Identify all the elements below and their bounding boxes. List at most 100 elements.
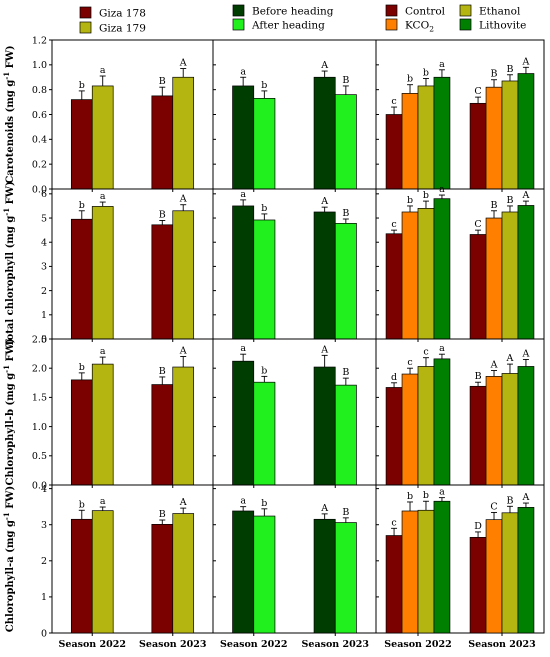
bar-giza-178 xyxy=(70,99,93,190)
category-label: Season 2022 xyxy=(384,639,451,650)
legend-item-kco: KCO2 xyxy=(385,18,434,34)
significance-letter: a xyxy=(100,65,106,76)
significance-letter: D xyxy=(474,521,482,532)
y-tick-label: 0.2 xyxy=(32,159,47,170)
bar-lithovite xyxy=(517,205,535,340)
bar-control xyxy=(385,233,403,340)
significance-letter: C xyxy=(490,501,497,512)
y-tick-label: 1.2 xyxy=(32,35,47,46)
bar-giza-179 xyxy=(91,363,114,486)
legend-item-giza-179: Giza 179 xyxy=(79,21,146,35)
significance-letter: B xyxy=(506,64,513,75)
y-tick-label: 2.0 xyxy=(32,364,47,375)
bar-giza-178 xyxy=(151,523,174,634)
panel-r1-c1: a b A B xyxy=(212,188,377,342)
significance-letter: A xyxy=(179,194,187,205)
category-label: Season 2023 xyxy=(302,639,369,650)
significance-letter: b xyxy=(407,195,413,206)
significance-letter: a xyxy=(240,496,246,507)
bar-giza-178 xyxy=(151,224,174,340)
y-axis-label: Total chlorophyll (mg g-1 FW) xyxy=(2,181,16,346)
legend-swatch xyxy=(232,4,245,17)
legend-label: Giza 178 xyxy=(99,8,146,20)
bar-control xyxy=(385,387,403,486)
significance-letter: C xyxy=(474,219,481,230)
bar-before-heading xyxy=(232,85,255,190)
panel-r0-c0: b a B A 0.0 0.2 0.4 0.6 0.8 1.0 1.2 xyxy=(32,35,214,195)
y-tick-label: 1 xyxy=(41,310,47,321)
bar-before-heading xyxy=(313,76,336,190)
significance-letter: A xyxy=(320,503,328,514)
y-tick-label: 0 xyxy=(41,628,47,639)
legend-swatch xyxy=(79,6,92,19)
legend-item-after-heading: After heading xyxy=(232,18,325,32)
bar-ethanol xyxy=(417,208,435,340)
significance-letter: a xyxy=(439,184,445,195)
y-axis-label: Chlorophyll-a (mg g-1 FW) xyxy=(2,486,16,633)
legend-swatch xyxy=(385,4,398,17)
bar-after-heading xyxy=(253,515,276,634)
bar-giza-179 xyxy=(172,210,195,340)
significance-letter: a xyxy=(100,346,106,357)
significance-letter: b xyxy=(79,200,85,211)
bar-giza-179 xyxy=(91,510,114,634)
significance-letter: b xyxy=(423,67,429,78)
bar-after-heading xyxy=(253,98,276,190)
panel-r2-c1: a b A B xyxy=(212,338,377,488)
bar-after-heading xyxy=(334,522,357,634)
legend-swatch xyxy=(459,18,472,31)
bar-ethanol xyxy=(417,366,435,486)
significance-letter: A xyxy=(320,344,328,355)
bar-ethanol xyxy=(501,373,519,486)
bar-before-heading xyxy=(313,211,336,340)
bar-lithovite xyxy=(433,358,451,486)
significance-letter: A xyxy=(179,58,187,69)
y-tick-label: 2.5 xyxy=(32,334,47,345)
significance-letter: B xyxy=(491,69,498,80)
bar-ethanol xyxy=(417,85,435,190)
bar-giza-178 xyxy=(151,95,174,190)
legend-label: Lithovite xyxy=(479,20,526,32)
panel-r1-c0: b a B A 0 1 2 3 4 5 6 xyxy=(41,188,214,345)
significance-letter: d xyxy=(391,372,397,383)
legend-label: Control xyxy=(405,6,446,18)
significance-letter: B xyxy=(342,75,349,86)
significance-letter: b xyxy=(261,498,267,509)
y-tick-label: 4 xyxy=(41,238,47,249)
legend-label: Before heading xyxy=(252,6,334,18)
bar-kco2 xyxy=(485,519,503,634)
significance-letter: a xyxy=(439,59,445,70)
bar-lithovite xyxy=(517,366,535,486)
y-tick-label: 0 xyxy=(41,334,47,345)
bar-kco2 xyxy=(401,510,419,634)
legend-swatch xyxy=(232,18,245,31)
panel-r2-c0: b a B A 0.0 0.5 1.0 1.5 2.0 2.5 xyxy=(32,334,214,491)
significance-letter: a xyxy=(439,487,445,498)
significance-letter: c xyxy=(391,517,396,528)
bar-control xyxy=(469,234,487,340)
legend-label: Ethanol xyxy=(479,6,521,18)
bar-kco2 xyxy=(401,373,419,486)
category-label: Season 2022 xyxy=(220,639,287,650)
significance-letter: A xyxy=(320,196,328,207)
significance-letter: A xyxy=(179,346,187,357)
significance-letter: b xyxy=(407,74,413,85)
y-tick-label: 3 xyxy=(41,262,47,273)
significance-letter: A xyxy=(490,360,498,371)
significance-letter: a xyxy=(240,343,246,354)
significance-letter: b xyxy=(79,499,85,510)
bar-giza-179 xyxy=(91,206,114,340)
y-axis-label: Chlorophyll-b (mg g-1 FW) xyxy=(2,338,16,485)
y-tick-label: 0.5 xyxy=(32,451,47,462)
bar-giza-178 xyxy=(70,218,93,340)
significance-letter: B xyxy=(491,200,498,211)
bar-giza-178 xyxy=(70,518,93,634)
significance-letter: b xyxy=(407,491,413,502)
y-tick-label: 1.0 xyxy=(32,422,47,433)
significance-letter: B xyxy=(475,371,482,382)
significance-letter: a xyxy=(100,496,106,507)
significance-letter: a xyxy=(240,66,246,77)
panel-r0-c1: a b A B xyxy=(212,39,377,192)
